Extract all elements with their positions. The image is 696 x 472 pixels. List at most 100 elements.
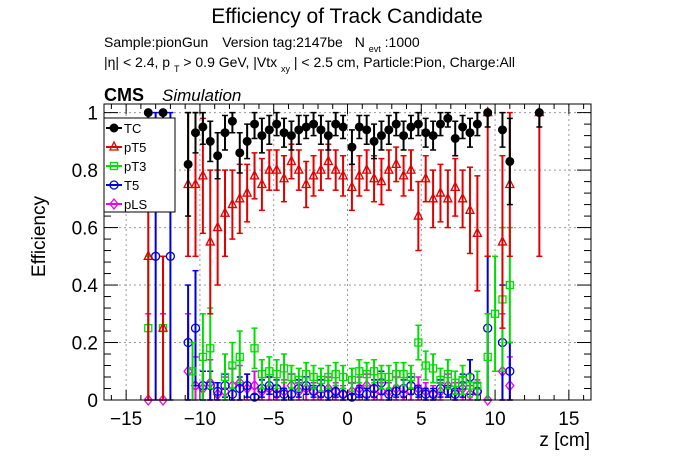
data-point [188, 367, 197, 376]
data-point [309, 119, 319, 129]
simulation-label: Simulation [162, 86, 241, 105]
data-point [301, 122, 311, 132]
data-point [294, 375, 303, 385]
y-tick-label: 0 [87, 391, 98, 412]
data-point [190, 128, 200, 138]
data-point [272, 369, 281, 379]
data-point [465, 388, 475, 401]
data-point [323, 155, 334, 166]
data-point [190, 178, 201, 189]
data-point [428, 389, 438, 399]
data-point [205, 235, 216, 246]
data-point [398, 388, 409, 401]
data-point [143, 393, 154, 407]
data-point [436, 375, 445, 385]
data-point [362, 125, 372, 135]
data-point [376, 175, 387, 186]
x-tick-label: 0 [342, 409, 353, 430]
legend-entry-tc: TC [106, 121, 141, 136]
data-point [165, 251, 176, 261]
legend-label: pLS [124, 197, 147, 212]
y-tick-label: 0.4 [72, 276, 99, 297]
data-point [227, 198, 238, 209]
data-point [316, 388, 326, 401]
data-point [428, 364, 438, 373]
data-point [369, 367, 379, 376]
data-point [384, 125, 394, 135]
y-tick-label: 0.8 [72, 161, 98, 182]
vtx-cut: | < 2.5 cm, Particle:Pion, Charge:All [294, 54, 515, 70]
data-point [286, 131, 296, 141]
grid-lines [104, 104, 591, 401]
data-point [151, 251, 161, 261]
data-point [369, 383, 379, 394]
series-tc [143, 108, 544, 217]
legend-label: T5 [124, 178, 139, 193]
data-point [414, 338, 423, 347]
x-tick-label: −15 [110, 409, 142, 430]
data-point [361, 163, 372, 174]
x-axis-label: z [cm] [539, 430, 590, 451]
data-point [362, 389, 372, 399]
version-label: Version tag:2147be [222, 34, 343, 50]
data-point [435, 119, 445, 129]
legend-entry-pt5: pT5 [106, 140, 146, 155]
data-point [242, 186, 253, 197]
data-point [316, 125, 326, 135]
data-point [219, 206, 231, 217]
x-tick-label: 10 [485, 409, 506, 430]
data-point [227, 389, 238, 399]
data-point [256, 178, 267, 189]
data-point [257, 131, 267, 141]
data-point [212, 386, 223, 397]
pt-cut: > 0.9 GeV, |Vtx [183, 54, 277, 70]
data-point [464, 203, 476, 214]
data-point [497, 235, 508, 246]
data-point [406, 372, 416, 382]
data-point [331, 119, 341, 129]
data-point [428, 131, 438, 141]
data-point [406, 122, 416, 132]
data-point [369, 172, 380, 183]
legend-entry-pls: pLS [106, 197, 147, 212]
data-point [220, 372, 230, 382]
data-point [158, 393, 168, 407]
data-point [158, 108, 168, 118]
data-point [157, 321, 169, 332]
data-point [143, 108, 153, 118]
data-point [286, 155, 297, 166]
data-point [473, 381, 482, 390]
nevt-value: :1000 [385, 34, 420, 50]
x-tick-label: −5 [263, 409, 285, 430]
data-point [465, 128, 475, 138]
data-point [278, 172, 290, 183]
data-point [413, 209, 424, 220]
data-point [234, 192, 245, 203]
data-point [354, 122, 364, 132]
data-point [250, 119, 260, 129]
eta-cut: |η| < 2.4, p [104, 54, 170, 70]
data-point [399, 131, 409, 141]
sample-label: Sample:pionGun [104, 34, 208, 50]
data-point [279, 128, 289, 138]
cuts-info: |η| < 2.4, p T > 0.9 GeV, |Vtx xy | < 2.… [104, 54, 515, 75]
data-point [376, 385, 387, 398]
data-point [294, 125, 304, 135]
data-point [457, 192, 468, 203]
data-point [443, 113, 453, 123]
data-point [435, 186, 446, 197]
data-point [301, 178, 312, 189]
data-point [183, 159, 193, 169]
data-point [346, 180, 357, 191]
data-point [369, 136, 379, 146]
data-point [472, 119, 482, 129]
data-point [505, 156, 515, 166]
data-point [190, 323, 201, 333]
data-point [338, 372, 348, 382]
data-point [338, 122, 348, 132]
data-point [330, 163, 341, 174]
chart-title: Efficiency of Track Candidate [211, 5, 483, 28]
data-point [227, 116, 237, 126]
data-point [497, 125, 507, 135]
